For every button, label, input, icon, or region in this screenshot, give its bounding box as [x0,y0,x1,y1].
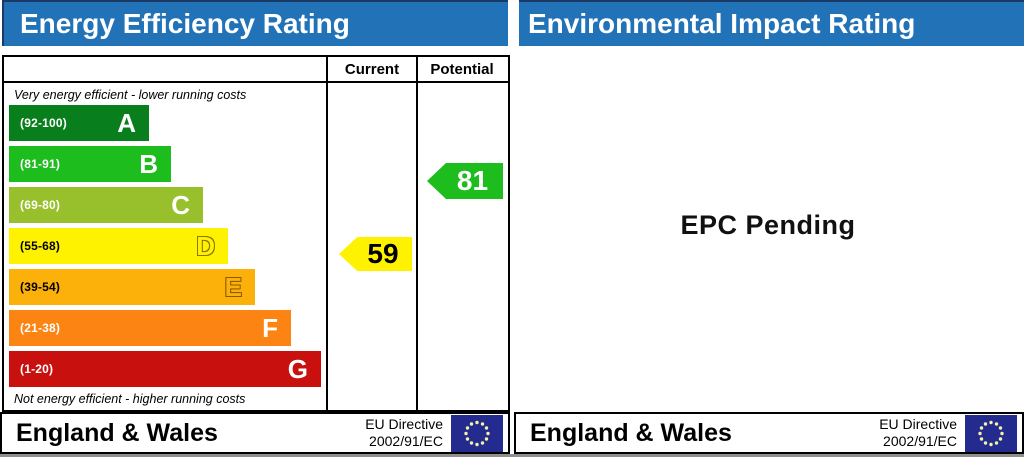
eu-directive-text-left: EU Directive 2002/91/EC [365,416,443,450]
current-rating-value: 59 [367,238,399,269]
region-label-left: England & Wales [16,418,218,447]
band-c: (69-80) C [9,187,203,223]
band-f-range: (21-38) [20,321,61,335]
band-a: (92-100) A [9,105,149,141]
eu-directive-line1: EU Directive [879,416,957,433]
eu-directive-line2: 2002/91/EC [369,433,443,449]
environmental-impact-title-bar: Environmental Impact Rating [519,0,1024,46]
band-a-letter: A [117,108,136,138]
efficient-note: Very energy efficient - lower running co… [14,88,247,102]
band-g-letter: G [287,354,308,384]
eu-directive-text-right: EU Directive 2002/91/EC [879,416,957,450]
current-column [328,83,418,410]
footer-right: England & Wales EU Directive 2002/91/EC [514,412,1024,454]
band-a-range: (92-100) [20,116,67,130]
current-column-header: Current [328,57,418,81]
band-d-letter: D [196,231,215,261]
region-label-right: England & Wales [530,418,732,447]
energy-rating-table: Current Potential Very energy efficient … [2,55,510,412]
bottom-edge-strip [0,454,1024,457]
band-g: (1-20) G [9,351,321,387]
environmental-impact-title: Environmental Impact Rating [528,8,916,39]
energy-efficiency-title: Energy Efficiency Rating [20,8,350,39]
band-f-letter: F [262,313,278,343]
energy-efficiency-title-bar: Energy Efficiency Rating [2,0,508,46]
rating-bands-column: Very energy efficient - lower running co… [4,83,328,410]
band-f: (21-38) F [9,310,291,346]
band-c-letter: C [171,190,190,220]
epc-pending-message: EPC Pending [680,210,856,240]
not-efficient-note: Not energy efficient - higher running co… [14,392,246,406]
band-e-letter: E [224,272,242,302]
eu-directive-line1: EU Directive [365,416,443,433]
band-b-range: (81-91) [20,157,61,171]
band-d-range: (55-68) [20,239,61,253]
band-g-range: (1-20) [20,362,54,376]
footer-left: England & Wales EU Directive 2002/91/EC [0,412,510,454]
eu-flag-icon [965,414,1017,452]
eu-flag-icon [451,414,503,452]
potential-column-header: Potential [430,60,494,78]
potential-column [418,83,506,410]
band-c-range: (69-80) [20,198,61,212]
band-b-letter: B [139,149,158,179]
rating-table-body: Very energy efficient - lower running co… [4,83,508,410]
band-e-range: (39-54) [20,280,61,294]
band-d: (55-68) D [9,228,228,264]
potential-rating-value: 81 [456,165,489,196]
rating-table-header-row: Current Potential [4,57,508,83]
eu-directive-line2: 2002/91/EC [883,433,957,449]
rating-table-header-spacer [4,57,328,81]
band-b: (81-91) B [9,146,171,182]
band-e: (39-54) E [9,269,255,305]
